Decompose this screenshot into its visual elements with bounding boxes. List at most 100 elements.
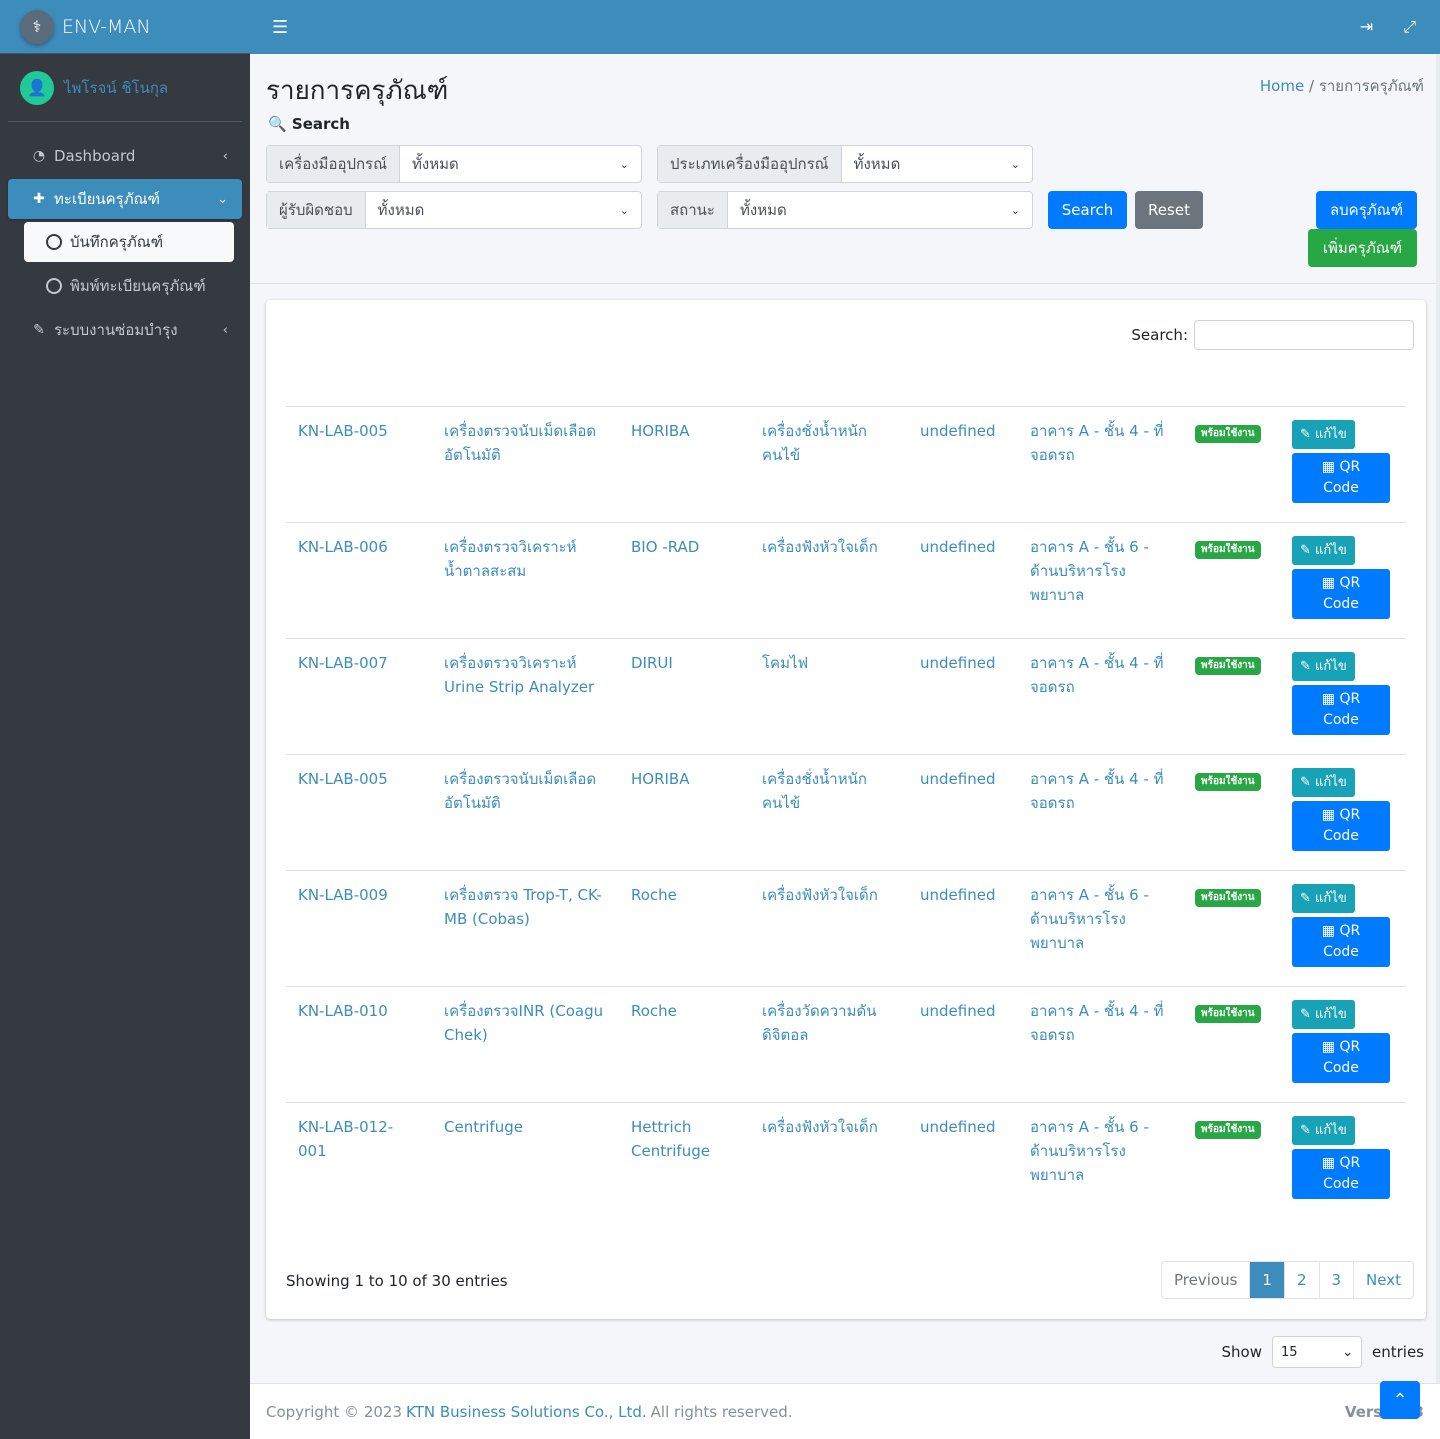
equipment-location[interactable]: อาคาร A - ชั้น 6 - ด้านบริหารโรงพยาบาล — [1018, 870, 1183, 987]
equipment-brand[interactable]: BIO -RAD — [619, 522, 750, 639]
equipment-model[interactable]: undefined — [908, 522, 1018, 639]
equipment-location[interactable]: อาคาร A - ชั้น 4 - ที่จอดรถ — [1018, 638, 1183, 755]
page-scrollbar[interactable] — [1436, 54, 1440, 1383]
company-link[interactable]: KTN Business Solutions Co., Ltd. — [406, 1402, 647, 1421]
breadcrumb-home-link[interactable]: Home — [1259, 77, 1305, 95]
edit-button[interactable]: ✎ แก้ไข — [1292, 884, 1355, 913]
equipment-type[interactable]: เครื่องฟังหัวใจเด็ก — [750, 522, 908, 639]
equipment-type[interactable]: เครื่องฟังหัวใจเด็ก — [750, 870, 908, 987]
equipment-type[interactable]: เครื่องชั่งน้ำหนักคนไข้ — [750, 406, 908, 523]
type-filter[interactable]: ประเภทเครื่องมืออุปกรณ์ ทั้งหมด ⌄ — [657, 145, 1033, 183]
qr-code-button[interactable]: ▦ QR Code — [1292, 917, 1390, 967]
owner-filter[interactable]: ผู้รับผิดชอบ ทั้งหมด ⌄ — [266, 191, 642, 229]
equipment-model[interactable]: undefined — [908, 638, 1018, 755]
equipment-code[interactable]: KN-LAB-005 — [286, 406, 432, 523]
equipment-type[interactable]: โคมไฟ — [750, 638, 908, 755]
qr-code-button[interactable]: ▦ QR Code — [1292, 1149, 1390, 1199]
sidebar-item-register[interactable]: ✚ ทะเบียนครุภัณฑ์ ⌄ — [8, 179, 242, 219]
equipment-location[interactable]: ที่จอดรถ — [1018, 366, 1183, 407]
brand-link[interactable]: ⚕ ENV-MAN — [0, 0, 250, 54]
add-equipment-button[interactable]: เพิ่มครุภัณฑ์ — [1308, 229, 1417, 267]
pagination-next[interactable]: Next — [1353, 1262, 1413, 1298]
user-name[interactable]: ไพโรจน์ ชิโนกุล — [64, 78, 169, 97]
sidebar-item-dashboard[interactable]: ◔ Dashboard ‹ — [8, 136, 242, 176]
equipment-location[interactable]: อาคาร A - ชั้น 6 - ด้านบริหารโรงพยาบาล — [1018, 522, 1183, 639]
equipment-code[interactable]: KN-LAB-009 — [286, 870, 432, 987]
sidebar-item-repair[interactable]: ✎ ระบบงานซ่อมบำรุง ‹ — [8, 310, 242, 350]
equipment-location[interactable]: อาคาร A - ชั้น 4 - ที่จอดรถ — [1018, 754, 1183, 871]
page-length-select[interactable]: 15 ⌄ — [1272, 1336, 1362, 1368]
logout-icon[interactable]: ⇥ — [1359, 17, 1374, 36]
equipment-name[interactable]: เคมีคลินิก — [432, 366, 619, 407]
user-panel[interactable]: 👤 ไพโรจน์ ชิโนกุล — [8, 54, 242, 122]
search-button[interactable]: Search — [1048, 191, 1127, 229]
qr-code-button[interactable]: ▦ QR Code — [1292, 453, 1390, 503]
equipment-location[interactable]: อาคาร A - ชั้น 6 - ด้านบริหารโรงพยาบาล — [1018, 1102, 1183, 1219]
equipment-name[interactable]: Centrifuge — [432, 1102, 619, 1219]
menu-toggle-icon[interactable]: ☰ — [272, 16, 289, 38]
equipment-brand[interactable]: Roche — [619, 986, 750, 1103]
edit-button[interactable]: ✎ แก้ไข — [1292, 536, 1355, 565]
equipment-code[interactable]: KN-LAB-010 — [286, 986, 432, 1103]
pagination-page-2[interactable]: 2 — [1283, 1262, 1319, 1298]
equipment-model[interactable]: undefined — [908, 870, 1018, 987]
back-to-top-button[interactable]: ⌃ — [1380, 1381, 1420, 1419]
equipment-location[interactable]: อาคาร A - ชั้น 4 - ที่จอดรถ — [1018, 986, 1183, 1103]
edit-button[interactable]: ✎ แก้ไข — [1292, 652, 1355, 681]
qr-code-button[interactable]: ▦ QR Code — [1292, 801, 1390, 851]
type-select[interactable]: ทั้งหมด ⌄ — [853, 155, 1020, 173]
reset-button[interactable]: Reset — [1135, 191, 1203, 229]
equipment-brand[interactable]: DIRUI — [619, 638, 750, 755]
status-filter[interactable]: สถานะ ทั้งหมด ⌄ — [657, 191, 1033, 229]
equipment-name[interactable]: เครื่องตรวจวิเคราะห์ Urine Strip Analyze… — [432, 638, 619, 755]
equipment-type[interactable]: เครื่องวัดความดันดิจิตอล — [750, 986, 908, 1103]
equipment-type[interactable]: เครื่องฟังหัวใจเด็ก — [750, 1102, 908, 1219]
edit-button[interactable]: ✎ แก้ไข — [1292, 1116, 1355, 1145]
qr-code-button[interactable]: ▦ QR Code — [1292, 569, 1390, 619]
qr-code-button[interactable]: ▦ QR Code — [1292, 685, 1390, 735]
status-select[interactable]: ทั้งหมด ⌄ — [739, 201, 1020, 219]
equipment-code[interactable]: KN-LAB-005 — [286, 754, 432, 871]
equipment-code[interactable]: KN-LAB-007 — [286, 638, 432, 755]
equipment-brand[interactable]: HORIBA — [619, 406, 750, 523]
equipment-name[interactable]: เครื่องตรวจ Trop-T, CK-MB (Cobas) — [432, 870, 619, 987]
owner-select[interactable]: ทั้งหมด ⌄ — [377, 201, 629, 219]
table-search-input[interactable] — [1194, 320, 1414, 350]
equipment-select[interactable]: ทั้งหมด ⌄ — [412, 155, 629, 173]
equipment-brand[interactable]: HORIBA — [619, 754, 750, 871]
table-row: KN-LAB-005 เครื่องตรวจนับเม็ดเลือดอัตโนมั… — [286, 754, 1406, 871]
delete-equipment-button[interactable]: ลบครุภัณฑ์ — [1316, 191, 1417, 229]
sidebar-subitem-print[interactable]: พิมพ์ทะเบียนครุภัณฑ์ — [24, 266, 234, 306]
equipment-model[interactable] — [908, 366, 1018, 407]
pencil-icon: ✎ — [1300, 775, 1316, 790]
equipment-brand[interactable]: Roche — [619, 870, 750, 987]
pagination-page-1[interactable]: 1 — [1249, 1262, 1284, 1298]
equipment-model[interactable]: undefined — [908, 986, 1018, 1103]
equipment-brand[interactable] — [619, 366, 750, 407]
equipment-code[interactable]: KN-LAB-012-001 — [286, 1102, 432, 1219]
equipment-code[interactable] — [286, 366, 432, 407]
qrcode-icon: ▦ — [1321, 459, 1340, 475]
equipment-location[interactable]: อาคาร A - ชั้น 4 - ที่จอดรถ — [1018, 406, 1183, 523]
equipment-code[interactable]: KN-LAB-006 — [286, 522, 432, 639]
equipment-type[interactable]: เครื่องชั่งน้ำหนักคนไข้ — [750, 754, 908, 871]
equipment-name[interactable]: เครื่องตรวจนับเม็ดเลือดอัตโนมัติ — [432, 754, 619, 871]
sidebar-subitem-record[interactable]: บันทึกครุภัณฑ์ — [24, 222, 234, 262]
equipment-brand[interactable]: Hettrich Centrifuge — [619, 1102, 750, 1219]
edit-button[interactable]: ✎ แก้ไข — [1292, 420, 1355, 449]
edit-button[interactable]: ✎ แก้ไข — [1292, 768, 1355, 797]
equipment-name[interactable]: เครื่องตรวจนับเม็ดเลือดอัตโนมัติ — [432, 406, 619, 523]
equipment-filter[interactable]: เครื่องมืออุปกรณ์ ทั้งหมด ⌄ — [266, 145, 642, 183]
pagination-page-3[interactable]: 3 — [1318, 1262, 1354, 1298]
pagination-previous[interactable]: Previous — [1174, 1271, 1238, 1289]
equipment-name[interactable]: เครื่องตรวจINR (Coagu Chek) — [432, 986, 619, 1103]
qr-code-button[interactable]: ▦ QR Code — [1292, 1033, 1390, 1083]
equipment-model[interactable]: undefined — [908, 1102, 1018, 1219]
equipment-model[interactable]: undefined — [908, 406, 1018, 523]
equipment-name[interactable]: เครื่องตรวจวิเคราะห์น้ำตาลสะสม — [432, 522, 619, 639]
fullscreen-icon[interactable]: ⤢ — [1403, 17, 1416, 36]
edit-button[interactable]: ✎ แก้ไข — [1292, 1000, 1355, 1029]
table-scroll-area[interactable]: เคมีคลินิกดิจิตอลที่จอดรถ▦ QRCodeKN-LAB-… — [286, 366, 1406, 1252]
equipment-model[interactable]: undefined — [908, 754, 1018, 871]
equipment-type[interactable]: ดิจิตอล — [750, 366, 908, 407]
